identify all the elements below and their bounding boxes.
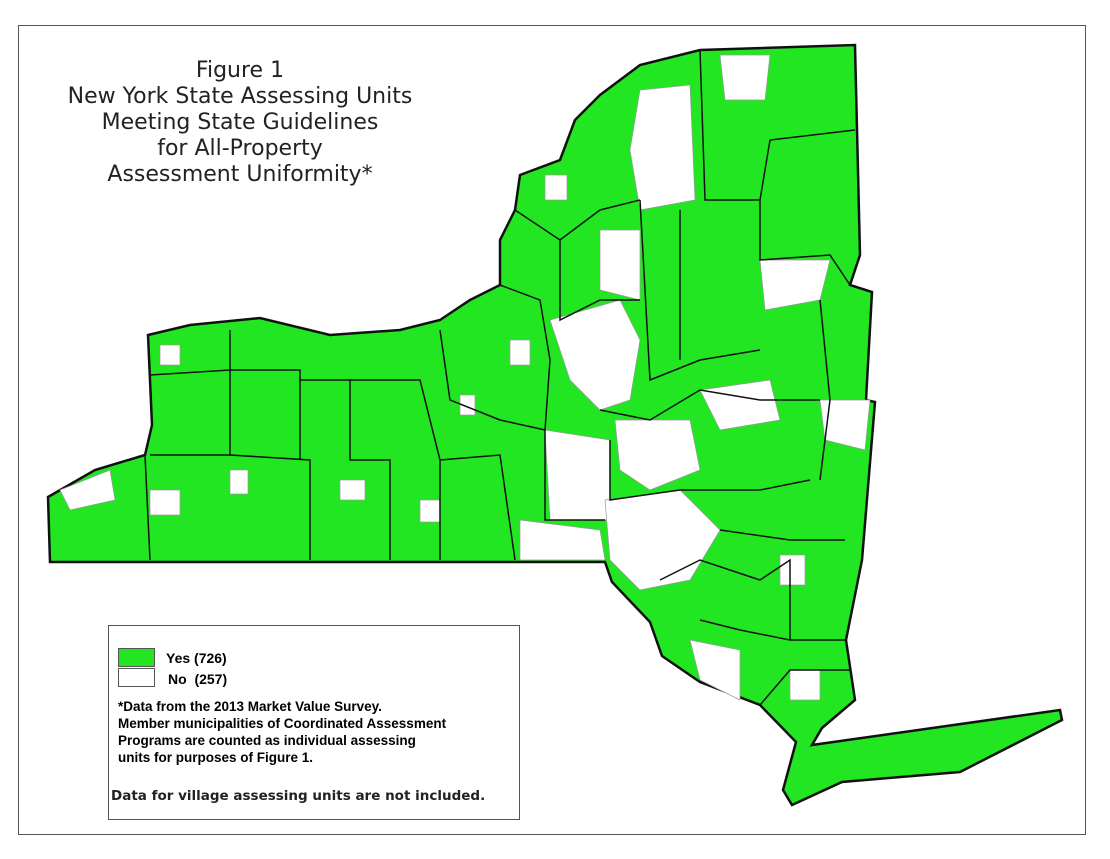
county-border (609, 440, 811, 501)
no-region (699, 379, 781, 431)
note-line: Programs are counted as individual asses… (118, 733, 416, 748)
no-region (509, 339, 531, 366)
figure-title: Figure 1 New York State Assessing Units … (40, 58, 440, 188)
figure-frame (18, 25, 1086, 835)
county-border (819, 299, 831, 481)
county-border (350, 379, 441, 560)
no-region (519, 519, 606, 561)
note-line: units for purposes of Figure 1. (118, 750, 314, 765)
county-border (229, 454, 311, 560)
county-border (639, 199, 761, 382)
county-border (439, 454, 516, 561)
no-region (614, 419, 701, 491)
county-border (599, 389, 820, 421)
no-region (544, 429, 611, 521)
no-region (159, 344, 181, 366)
county-border (514, 199, 641, 241)
no-region (544, 174, 568, 201)
no-region (719, 54, 771, 101)
legend: Yes (726) No (257) *Data from the 2013 M… (108, 625, 520, 820)
county-border (144, 454, 151, 561)
county-border (300, 379, 391, 560)
county-border (759, 669, 850, 706)
no-region (419, 499, 441, 523)
legend-label-yes: Yes (726) (166, 650, 227, 666)
county-border (499, 284, 551, 431)
county-border (719, 529, 845, 541)
legend-note: *Data from the 2013 Market Value Survey.… (118, 698, 446, 766)
no-region (149, 489, 181, 516)
note-line: *Data from the 2013 Market Value Survey. (118, 699, 382, 714)
no-region (779, 554, 806, 586)
title-line: Figure 1 (195, 58, 285, 83)
title-line: New York State Assessing Units (67, 84, 413, 109)
legend-swatch-yes (118, 648, 155, 667)
legend-swatch-no (118, 668, 155, 687)
village-note: Data for village assessing units are not… (111, 788, 486, 804)
no-region (789, 669, 821, 701)
legend-label-no: No (257) (168, 671, 228, 687)
county-border (229, 330, 301, 460)
no-region (689, 639, 741, 701)
no-region (229, 469, 249, 495)
no-region (459, 394, 476, 416)
note-line: Member municipalities of Coordinated Ass… (118, 716, 447, 731)
county-border (659, 558, 791, 640)
county-border (759, 200, 851, 286)
title-line: for All-Property (157, 136, 323, 161)
no-region (599, 229, 641, 301)
no-region (339, 479, 366, 501)
county-border (149, 369, 231, 456)
no-region (629, 84, 696, 211)
county-border (559, 240, 640, 322)
state-outline (46, 43, 1064, 807)
county-border (699, 619, 845, 641)
county-border (439, 329, 605, 521)
no-region (59, 469, 116, 511)
title-line: Assessment Uniformity* (107, 162, 373, 187)
title-line: Meeting State Guidelines (101, 110, 379, 135)
no-region (819, 399, 871, 451)
